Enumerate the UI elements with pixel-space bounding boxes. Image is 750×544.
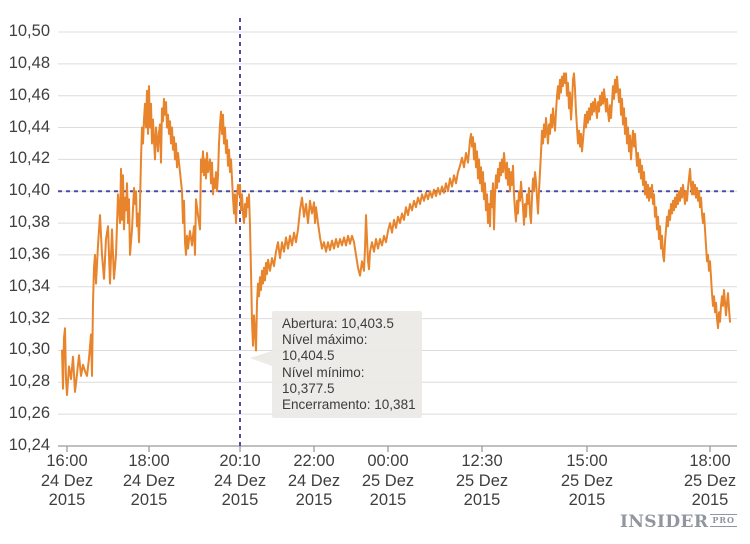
x-axis-label: 18:00 24 Dez 2015 [122,452,176,509]
y-axis-label: 10,36 [8,244,50,263]
logo-pro-badge: PRO [710,513,737,527]
y-axis-label: 10,46 [8,85,50,104]
y-axis-label: 10,30 [8,340,50,359]
tooltip-arrow [250,351,272,366]
x-axis-label: 20:10 24 Dez 2015 [213,452,267,509]
x-axis-label: 15:00 25 Dez 2015 [560,452,614,509]
x-axis-label: 18:00 25 Dez 2015 [683,452,737,509]
x-axis-label: 12:30 25 Dez 2015 [455,452,509,509]
y-axis-label: 10,50 [8,22,50,40]
x-axis-label: 22:00 24 Dez 2015 [287,452,341,509]
tooltip: Abertura: 10,403.5 Nível máximo: 10,404.… [250,311,422,419]
y-axis-label: 10,44 [8,117,50,136]
y-axis-label: 10,48 [8,53,50,72]
y-axis-label: 10,42 [8,149,50,168]
x-axis-label: 00:00 25 Dez 2015 [361,452,415,509]
tooltip-open-row: Abertura: 10,403.5 [282,316,394,331]
tooltip-high-row: Nível máximo: 10,404.5 [282,332,368,364]
y-axis-label: 10,34 [8,276,50,295]
y-axis-label: 10,40 [8,181,50,200]
insiderpro-logo: INSIDER PRO [620,512,737,532]
tooltip-close-row: Encerramento: 10,381 [282,397,416,413]
y-axis-label: 10,38 [8,213,50,232]
y-axis-label: 10,32 [8,308,50,327]
logo-insider-text: INSIDER [620,512,709,532]
y-axis-label: 10,28 [8,372,50,391]
tooltip-low-row: Nível mínimo: 10,377.5 [282,364,365,396]
x-axis-label: 16:00 24 Dez 2015 [40,452,94,509]
y-axis-label: 10,24 [8,436,50,454]
y-axis-label: 10,26 [8,404,50,423]
